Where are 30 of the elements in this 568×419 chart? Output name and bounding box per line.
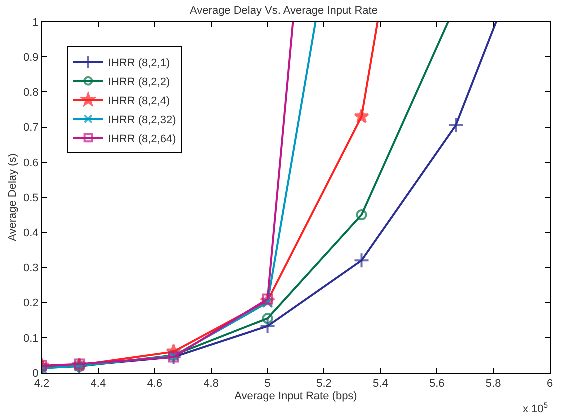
x-tick-label: 5 (264, 378, 271, 390)
legend-label: IHRR (8,2,2) (108, 76, 170, 88)
x-tick-label: 4.2 (34, 378, 50, 390)
x-tick-label: 5.6 (429, 378, 445, 390)
y-tick-label: 0.2 (24, 298, 39, 310)
y-tick-label: 0.8 (24, 87, 39, 100)
legend-label: IHRR (8,2,32) (108, 114, 176, 126)
legend-label: IHRR (8,2,4) (108, 95, 170, 108)
x-tick-label: 4.6 (147, 378, 163, 390)
x-tick-label: 5.4 (373, 378, 388, 390)
y-axis-title: Average Delay (s) (7, 154, 20, 242)
x-tick-label: 4.8 (204, 378, 219, 390)
y-tick-label: 0.1 (24, 332, 39, 345)
y-tick-label: 0.3 (24, 262, 39, 275)
x-tick-label: 5.8 (486, 378, 502, 390)
y-tick-label: 0.5 (24, 192, 39, 204)
x-tick-label: 4.4 (90, 378, 106, 390)
x-tick-label: 5.2 (316, 378, 332, 390)
x-axis-title: Average Input Rate (bps) (234, 390, 358, 402)
y-tick-label: 0 (32, 368, 39, 380)
y-tick-label: 0.4 (24, 227, 39, 240)
x-tick-label: 6 (546, 378, 554, 390)
y-tick-label: 1 (32, 16, 39, 29)
legend-label: IHRR (8,2,64) (108, 133, 176, 146)
text: x 10$^{5}$ (523, 401, 548, 416)
y-tick-label: 0.9 (24, 52, 39, 64)
chart-title: Average Delay Vs. Average Input Rate (190, 4, 378, 17)
y-tick-label: 0.6 (24, 157, 39, 170)
legend-label: IHRR (8,2,1) (108, 57, 170, 70)
y-tick-label: 0.7 (24, 122, 39, 134)
